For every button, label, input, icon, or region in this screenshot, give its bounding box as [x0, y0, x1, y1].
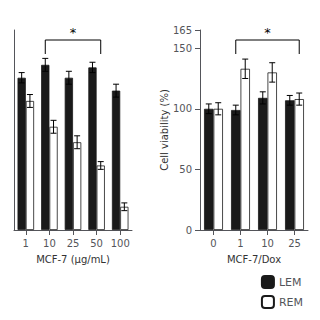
svg-text:*: * — [70, 25, 77, 40]
svg-text:1: 1 — [23, 238, 29, 249]
svg-text:10: 10 — [261, 238, 274, 249]
svg-text:Cell viability (%): Cell viability (%) — [159, 89, 170, 171]
svg-text:10: 10 — [43, 238, 56, 249]
svg-text:MCF-7/Dox: MCF-7/Dox — [227, 254, 281, 265]
svg-text:25: 25 — [288, 238, 301, 249]
svg-text:1: 1 — [237, 238, 243, 249]
svg-text:MCF-7 (μg/mL): MCF-7 (μg/mL) — [36, 254, 110, 265]
svg-text:165: 165 — [173, 25, 192, 36]
svg-text:100: 100 — [111, 238, 130, 249]
svg-text:50: 50 — [179, 164, 192, 175]
svg-text:LEM: LEM — [279, 276, 302, 289]
svg-text:*: * — [264, 25, 271, 40]
svg-text:100: 100 — [173, 103, 192, 114]
svg-text:25: 25 — [67, 238, 80, 249]
svg-text:REM: REM — [279, 296, 303, 309]
svg-text:0: 0 — [210, 238, 216, 249]
svg-text:150: 150 — [173, 43, 192, 54]
svg-text:50: 50 — [90, 238, 103, 249]
svg-text:0: 0 — [186, 225, 192, 236]
